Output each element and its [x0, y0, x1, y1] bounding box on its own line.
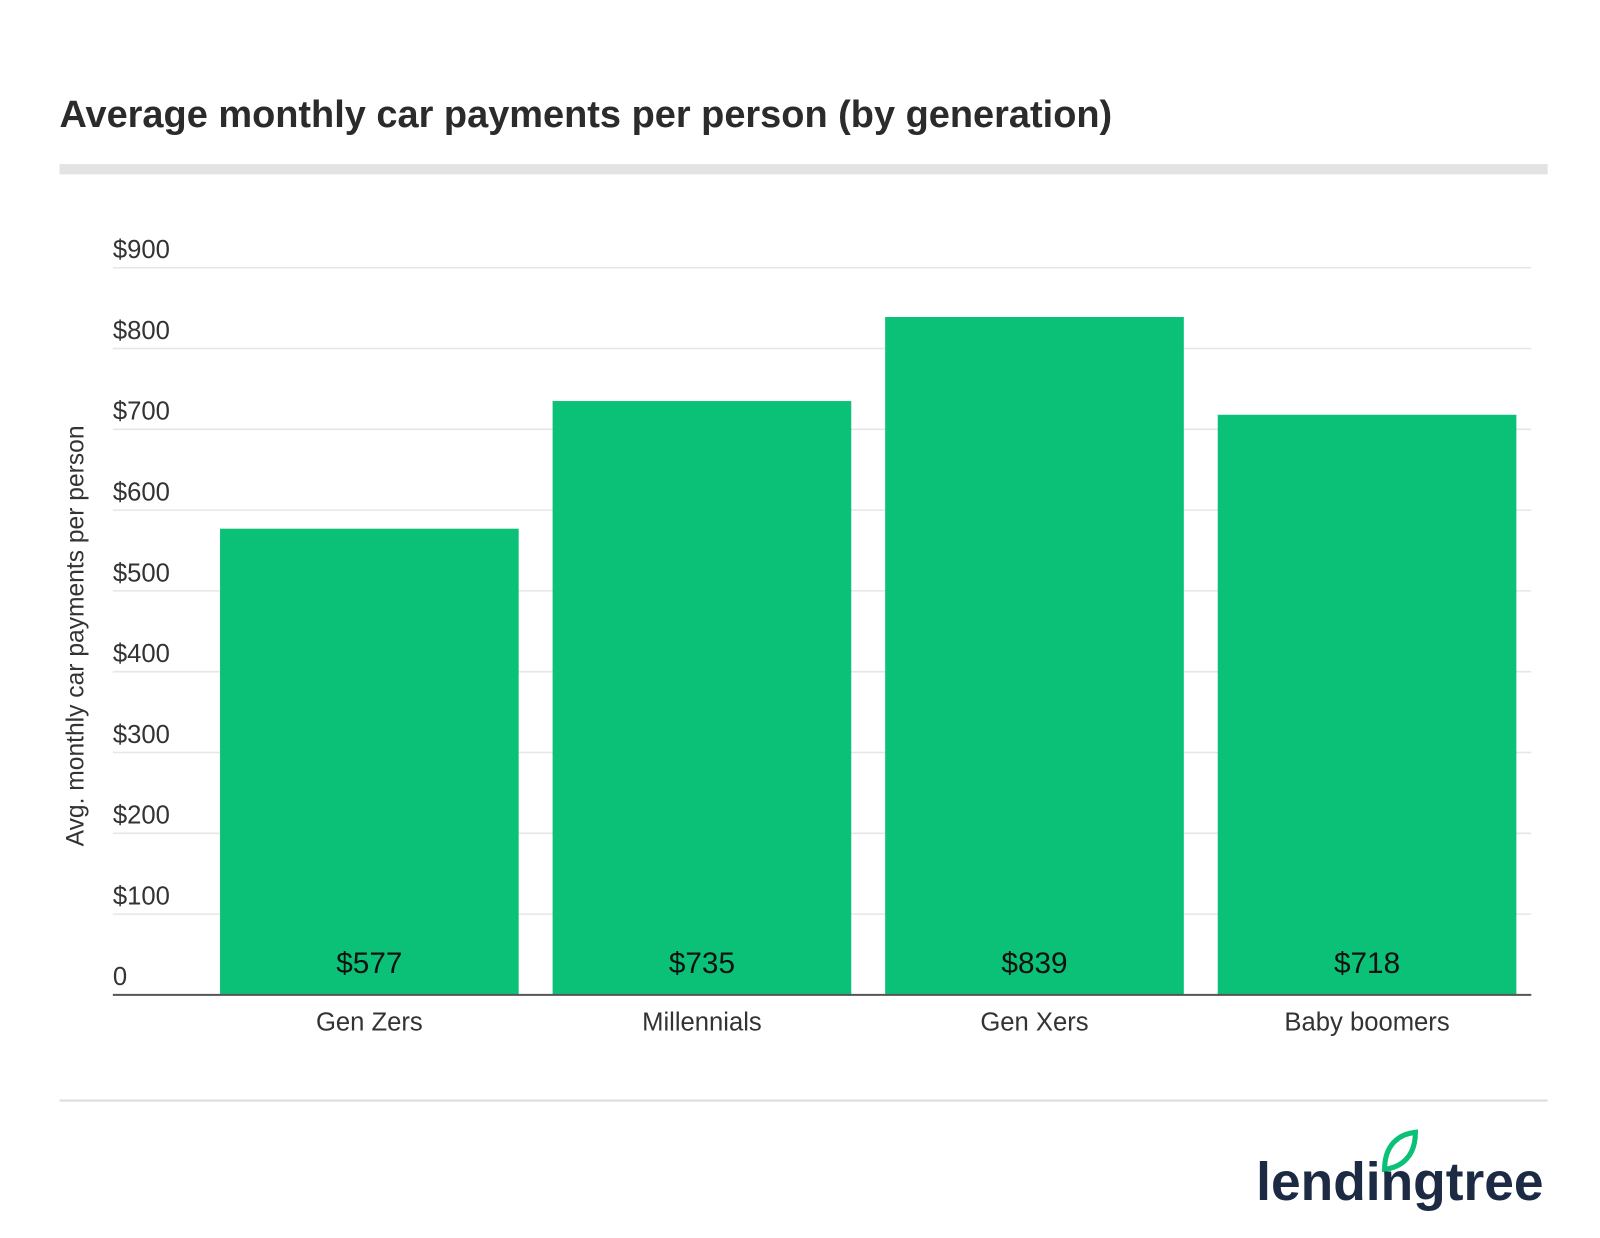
chart-title: Average monthly car payments per person …: [59, 94, 1112, 136]
x-tick-label: Millennials: [642, 1008, 762, 1036]
x-tick-label: Gen Zers: [316, 1008, 423, 1036]
bar: [220, 528, 519, 995]
logo-leaf: [1382, 1129, 1418, 1173]
y-tick-label: $700: [113, 398, 170, 426]
y-tick-label: $400: [113, 640, 170, 668]
bar: [885, 317, 1184, 995]
y-tick-label: $300: [113, 721, 170, 749]
value-label: $839: [1001, 947, 1067, 980]
x-tick-label: Gen Xers: [980, 1008, 1088, 1036]
y-tick-label: $800: [113, 317, 170, 345]
y-tick-label: $100: [113, 882, 170, 910]
value-label: $718: [1334, 947, 1400, 980]
bar: [1217, 414, 1517, 995]
logo-text: lendingtree: [1256, 1153, 1543, 1212]
x-tick-label: Baby boomers: [1284, 1008, 1449, 1036]
bar: [552, 401, 852, 995]
y-axis-label: Avg. monthly car payments per person: [62, 425, 89, 846]
value-label: $735: [669, 947, 735, 980]
y-tick-label: 0: [113, 963, 127, 991]
y-tick-label: $600: [113, 478, 170, 506]
value-label: $577: [336, 947, 402, 980]
y-tick-label: $900: [113, 236, 170, 264]
y-tick-label: $200: [113, 802, 170, 830]
title-rule: [59, 164, 1548, 175]
logo: lendingtree: [1256, 1129, 1544, 1212]
y-tick-label: $500: [113, 559, 170, 587]
